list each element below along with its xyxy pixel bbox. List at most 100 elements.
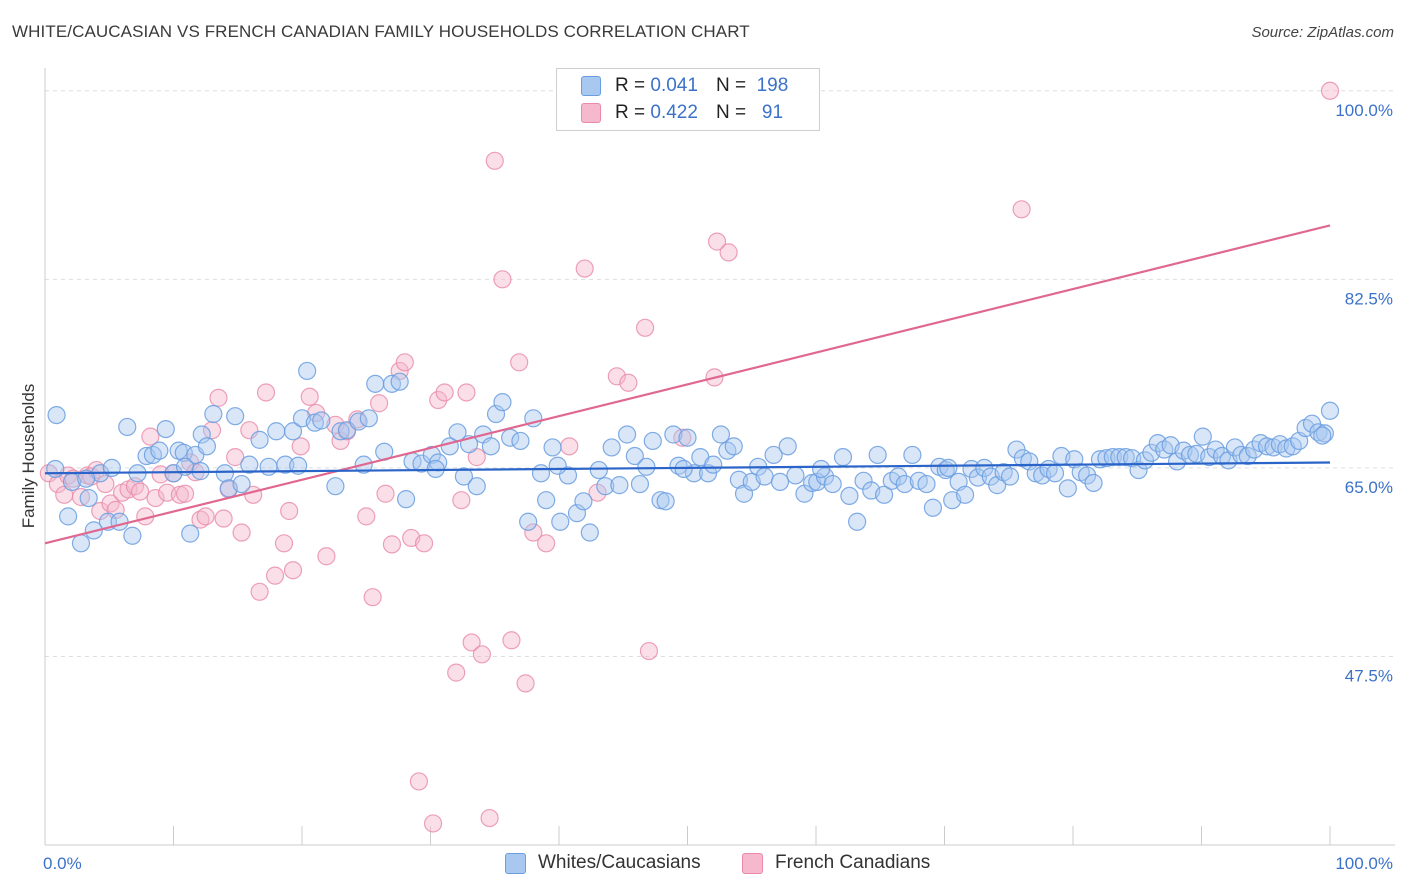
- whites-point: [226, 407, 245, 426]
- chart-source: Source: ZipAtlas.com: [1251, 24, 1394, 41]
- whites-point: [366, 374, 385, 393]
- whites-point: [396, 490, 416, 509]
- whites-point: [1313, 426, 1332, 445]
- french-canadians-point: [175, 484, 195, 503]
- french-canadians-point: [283, 561, 303, 580]
- french-canadians-point: [524, 523, 543, 542]
- whites-point: [118, 417, 137, 437]
- french-canadians-point: [537, 534, 556, 553]
- whites-point: [664, 425, 683, 444]
- french-canadians-point: [146, 488, 165, 508]
- whites-point: [79, 488, 98, 508]
- whites-point: [543, 438, 562, 457]
- correlation-legend: R = 0.041 N = 198 R = 0.422 N = 91: [556, 68, 820, 131]
- french-canadians-trendline: [44, 224, 1331, 545]
- whites-point: [610, 476, 629, 495]
- whites-point: [192, 425, 211, 444]
- legend-item-whites[interactable]: Whites/Caucasians: [505, 852, 701, 874]
- french-canadians-point: [457, 383, 476, 402]
- whites-point: [724, 437, 743, 456]
- whites-point: [551, 512, 570, 531]
- french-canadians-point: [317, 547, 336, 566]
- whites-point: [150, 441, 169, 460]
- n-value: 91: [756, 102, 784, 123]
- whites-point: [1206, 440, 1225, 459]
- whites-point: [283, 422, 303, 441]
- french-canadians-point: [250, 582, 269, 601]
- french-canadians-points: [39, 81, 1340, 833]
- r-value: 0.041: [650, 75, 698, 96]
- french-canadians-point: [1320, 81, 1340, 100]
- french-canadians-point: [226, 448, 245, 467]
- french-canadians-point: [376, 484, 395, 503]
- french-canadians-point: [214, 509, 233, 528]
- legend-row-whites: R = 0.041 N = 198: [581, 73, 788, 99]
- french-canadians-point: [560, 437, 579, 456]
- whites-point: [875, 485, 894, 504]
- whites-point: [589, 460, 608, 480]
- whites-point: [684, 464, 704, 483]
- legend-label-whites: Whites/Caucasians: [538, 852, 701, 873]
- french-canadians-point: [209, 388, 228, 407]
- x-tick-label: 0.0%: [43, 854, 82, 873]
- french-canadians-point: [256, 383, 276, 402]
- french-legend-swatch: [742, 852, 763, 874]
- whites-point: [1320, 401, 1340, 420]
- r-label: R =: [615, 75, 646, 96]
- whites-point: [656, 492, 675, 511]
- whites-point: [47, 405, 66, 425]
- whites-swatch: [581, 76, 601, 96]
- whites-point: [250, 430, 269, 449]
- chart-title: WHITE/CAUCASIAN VS FRENCH CANADIAN FAMIL…: [12, 22, 750, 41]
- n-value: 198: [756, 75, 789, 96]
- whites-point: [531, 464, 551, 483]
- legend-row-french: R = 0.422 N = 91: [581, 100, 783, 126]
- whites-point: [1084, 473, 1103, 493]
- french-canadians-point: [452, 491, 471, 510]
- whites-point: [903, 445, 922, 465]
- x-tick-label: 100.0%: [1335, 854, 1393, 873]
- y-tick-label: 47.5%: [1345, 666, 1393, 685]
- french-canadians-point: [429, 390, 448, 410]
- whites-point: [156, 419, 175, 439]
- french-canadians-point: [619, 373, 638, 392]
- whites-point: [454, 467, 474, 486]
- french-swatch: [581, 103, 601, 123]
- french-canadians-point: [357, 507, 376, 526]
- whites-point: [519, 512, 538, 531]
- whites-point: [493, 393, 512, 412]
- whites-point: [548, 456, 567, 475]
- whites-point: [786, 466, 805, 485]
- whites-point: [1225, 438, 1245, 457]
- whites-point: [1110, 448, 1129, 467]
- whites-point: [596, 477, 615, 496]
- french-canadians-point: [493, 270, 512, 289]
- whites-point: [240, 455, 259, 474]
- whites-point: [770, 472, 790, 491]
- french-canadians-point: [370, 394, 389, 413]
- whites-legend-swatch: [505, 852, 526, 874]
- whites-point: [181, 524, 200, 543]
- whites-point: [1238, 446, 1257, 466]
- whites-point: [823, 474, 842, 494]
- whites-point: [71, 534, 91, 553]
- whites-point: [1097, 449, 1116, 468]
- french-canadians-point: [96, 474, 115, 494]
- french-canadians-point: [151, 465, 170, 484]
- french-canadians-point: [510, 353, 529, 372]
- whites-trendline: [44, 461, 1331, 475]
- french-canadians-point: [462, 633, 481, 652]
- y-tick-label: 65.0%: [1345, 478, 1393, 497]
- legend-item-french[interactable]: French Canadians: [742, 852, 930, 874]
- r-value: 0.422: [650, 102, 698, 123]
- french-canadians-point: [480, 808, 499, 828]
- french-canadians-point: [719, 243, 738, 262]
- french-canadians-point: [485, 151, 504, 170]
- whites-point: [637, 457, 656, 476]
- french-canadians-point: [435, 383, 454, 402]
- french-canadians-point: [232, 523, 251, 542]
- whites-point: [289, 456, 308, 475]
- whites-point: [298, 361, 317, 381]
- n-label: N =: [715, 102, 747, 123]
- whites-point: [1103, 448, 1122, 467]
